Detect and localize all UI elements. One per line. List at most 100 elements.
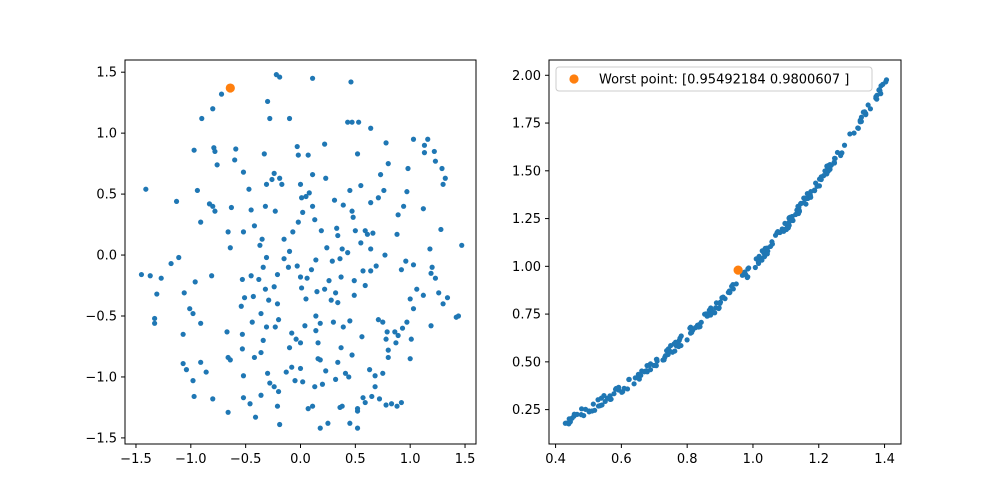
data-point: [299, 195, 305, 201]
data-point: [260, 264, 266, 270]
data-point: [277, 421, 283, 428]
worst-point-series: [225, 83, 235, 93]
data-point: [335, 299, 341, 306]
y-tick-label: 1.50: [512, 164, 541, 179]
data-point: [403, 258, 409, 264]
data-point: [602, 398, 608, 405]
data-point: [347, 187, 353, 194]
data-point: [168, 260, 174, 267]
data-point: [349, 208, 355, 214]
data-point: [752, 264, 758, 271]
data-point: [616, 384, 622, 390]
y-tick-label: 2.00: [512, 69, 541, 84]
data-point: [345, 119, 351, 125]
data-point: [354, 425, 361, 431]
data-point: [325, 420, 331, 426]
y-tick-label: 1.00: [512, 260, 541, 275]
data-point: [304, 275, 310, 281]
data-point: [232, 157, 238, 163]
data-point: [275, 388, 282, 395]
data-point: [323, 175, 329, 181]
data-point: [428, 323, 434, 329]
data-point: [717, 300, 723, 306]
data-point: [376, 396, 383, 402]
data-point: [257, 242, 263, 248]
data-point: [350, 214, 356, 220]
data-point: [356, 119, 362, 125]
data-point: [294, 263, 300, 269]
data-point: [440, 301, 446, 307]
data-point: [143, 186, 149, 192]
data-point: [328, 297, 334, 303]
data-point: [408, 336, 414, 342]
data-point: [632, 375, 638, 381]
data-point: [783, 226, 789, 233]
data-point: [822, 168, 828, 174]
left-scatter-axes: −1.5 −1.0 −0.5 0.0 0.5 1.0 1.5 −1.5 −1.0 −0.5 0.0 0…: [85, 59, 477, 467]
data-point: [382, 252, 388, 258]
data-point: [368, 268, 374, 274]
data-point: [404, 319, 410, 325]
data-point: [388, 401, 395, 407]
data-point: [381, 187, 387, 194]
data-point: [351, 278, 357, 284]
y-tick-label: 0.0: [96, 249, 117, 264]
axes-frame: [548, 59, 902, 445]
data-point: [248, 273, 254, 279]
y-tick-label: 0.5: [96, 188, 117, 203]
data-point: [395, 212, 401, 218]
data-point: [394, 231, 400, 237]
data-point: [319, 381, 326, 387]
data-point: [760, 248, 766, 254]
data-point: [410, 136, 417, 142]
data-point: [708, 305, 714, 312]
x-tick-label: 0.8: [677, 452, 698, 467]
data-point: [716, 305, 722, 312]
data-point: [847, 131, 853, 137]
data-point: [233, 146, 239, 152]
data-point: [339, 403, 345, 409]
data-point: [883, 79, 889, 85]
data-point: [309, 171, 316, 178]
data-point: [375, 195, 381, 201]
data-point: [440, 181, 446, 187]
data-point: [643, 368, 650, 374]
data-point: [322, 141, 328, 147]
data-point: [438, 226, 444, 233]
data-point: [410, 306, 417, 312]
data-point: [597, 403, 603, 409]
data-point: [293, 336, 299, 342]
data-point: [399, 325, 406, 331]
data-point: [281, 236, 287, 242]
data-point: [671, 341, 678, 347]
data-point: [339, 246, 345, 252]
data-point: [329, 258, 335, 264]
y-tick-label: 0.50: [512, 355, 541, 370]
data-point: [324, 245, 330, 251]
data-point: [335, 232, 341, 239]
data-point: [181, 290, 187, 296]
data-point: [421, 142, 428, 148]
data-point: [277, 175, 283, 181]
data-point: [312, 384, 318, 390]
y-tick-label: 1.0: [96, 127, 117, 142]
data-point: [359, 334, 365, 340]
data-point: [283, 369, 289, 375]
right-scatter-axes: 0.4 0.6 0.8 1.0 1.2 1.4 0.25 0.50 0.75 1.00 1.25 1.…: [512, 59, 902, 467]
data-point: [224, 329, 230, 335]
data-point: [154, 291, 160, 297]
data-point: [455, 313, 462, 319]
data-point: [183, 367, 190, 373]
data-point: [271, 384, 277, 390]
data-point: [370, 230, 376, 236]
data-point: [759, 257, 765, 263]
data-point: [373, 263, 379, 269]
data-point: [785, 220, 792, 226]
data-point: [239, 346, 245, 352]
data-point: [841, 142, 848, 148]
data-point: [206, 201, 213, 207]
legend-label: Worst point: [0.95492184 0.9800607 ]: [599, 73, 849, 88]
data-point: [263, 324, 270, 330]
data-point: [405, 165, 411, 172]
data-point: [746, 265, 752, 271]
